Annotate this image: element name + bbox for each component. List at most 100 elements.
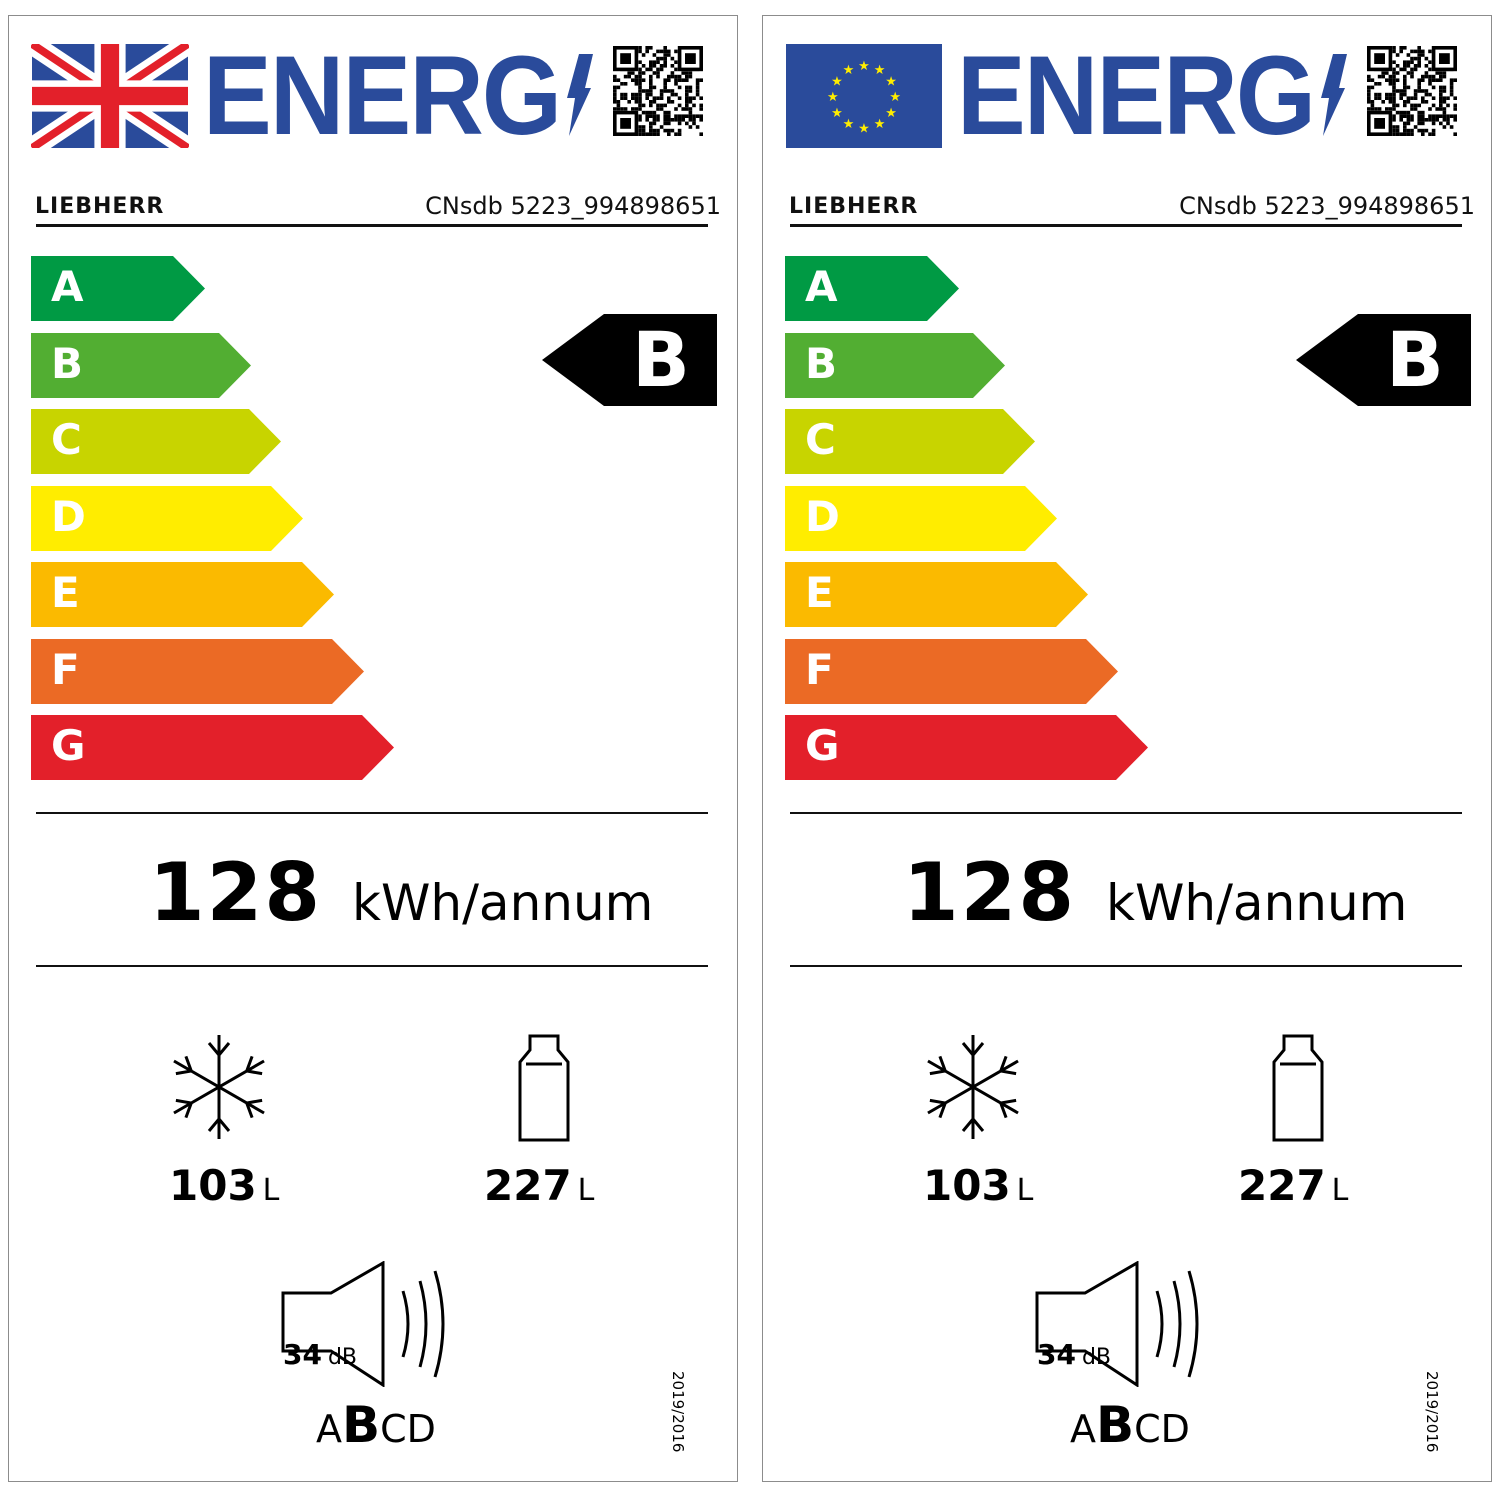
svg-text:★: ★ xyxy=(874,63,886,78)
svg-text:★: ★ xyxy=(827,90,839,105)
brand-name: LIEBHERR xyxy=(35,194,165,219)
svg-text:★: ★ xyxy=(843,117,855,132)
noise-class: A xyxy=(1070,1407,1096,1451)
fridge-volume-unit: L xyxy=(1331,1173,1349,1208)
consumption-value: 128 xyxy=(903,846,1076,939)
scale-letter: A xyxy=(51,262,84,311)
fridge-volume-value: 227 xyxy=(484,1161,572,1210)
energy-label: ENERG LIEBHERR CNsdb 5223_994898651 A B C D E F G… xyxy=(8,15,738,1482)
scale-bar-f: F xyxy=(785,638,1118,704)
scale-bar-c: C xyxy=(31,409,281,474)
scale-bar-g: G xyxy=(785,715,1148,780)
divider xyxy=(36,965,708,967)
divider xyxy=(36,224,708,227)
energy-title: ENERG xyxy=(203,33,562,158)
speaker-icon xyxy=(281,1261,445,1387)
svg-text:★: ★ xyxy=(843,63,855,78)
noise-class: A xyxy=(316,1407,342,1451)
svg-text:★: ★ xyxy=(874,117,886,132)
scale-letter: E xyxy=(51,568,80,617)
speaker-icon xyxy=(1035,1261,1199,1387)
noise-class-active: B xyxy=(1096,1396,1135,1454)
scale-bar-c: C xyxy=(785,409,1035,474)
noise-level: 34 dB xyxy=(1037,1338,1111,1371)
qr-code[interactable] xyxy=(613,46,703,136)
lightning-icon xyxy=(567,54,593,136)
scale-letter: G xyxy=(805,721,840,770)
uk-flag-icon xyxy=(31,44,189,148)
svg-text:★: ★ xyxy=(885,75,897,90)
svg-text:★: ★ xyxy=(889,90,901,105)
noise-level: 34 dB xyxy=(283,1338,357,1371)
noise-class: C xyxy=(380,1407,407,1451)
scale-letter: E xyxy=(805,568,834,617)
consumption-unit: kWh/annum xyxy=(1106,874,1408,932)
noise-unit: dB xyxy=(327,1345,358,1370)
model-number: CNsdb 5223_994898651 xyxy=(1179,192,1475,220)
noise-class-scale: ABCD xyxy=(1070,1396,1190,1454)
scale-bar-b: B xyxy=(31,332,251,398)
divider xyxy=(790,812,1462,814)
energy-consumption: 128 kWh/annum xyxy=(149,846,653,939)
scale-letter: D xyxy=(51,491,86,541)
svg-text:★: ★ xyxy=(858,121,870,136)
energy-class-arrow: B xyxy=(1296,314,1471,406)
scale-bar-e: E xyxy=(785,562,1088,627)
fridge-volume-unit: L xyxy=(577,1173,595,1208)
freezer-volume: 103 L xyxy=(169,1161,279,1210)
noise-value: 34 xyxy=(283,1338,322,1371)
fridge-bottle-icon xyxy=(518,1034,570,1142)
model-number: CNsdb 5223_994898651 xyxy=(425,192,721,220)
svg-text:★: ★ xyxy=(831,106,843,121)
freezer-volume-value: 103 xyxy=(169,1161,257,1210)
noise-class: D xyxy=(1160,1407,1190,1451)
scale-bar-a: A xyxy=(785,256,959,321)
energy-consumption: 128 kWh/annum xyxy=(903,846,1407,939)
energy-label: ★ ★ ★ ★ ★ ★ ★ ★ ★ ★ ★ ★ ENERG LIEBHERR CNsdb 5223_9948… xyxy=(762,15,1492,1482)
svg-text:★: ★ xyxy=(831,75,843,90)
energy-class: B xyxy=(632,315,690,404)
eu-flag-icon: ★ ★★★★★★★★★★★ xyxy=(786,44,942,148)
regulation-number: 2019/2016 xyxy=(669,1371,687,1453)
scale-letter: C xyxy=(805,415,836,464)
fridge-volume: 227 L xyxy=(1238,1161,1348,1210)
svg-text:★: ★ xyxy=(858,59,870,74)
scale-letter: B xyxy=(805,338,838,388)
scale-letter: F xyxy=(51,644,80,694)
snowflake-icon xyxy=(927,1035,1019,1139)
scale-bar-g: G xyxy=(31,715,394,780)
freezer-volume: 103 L xyxy=(923,1161,1033,1210)
noise-class: C xyxy=(1134,1407,1161,1451)
lightning-icon xyxy=(1321,54,1347,136)
scale-letter: G xyxy=(51,721,86,770)
fridge-volume: 227 L xyxy=(484,1161,594,1210)
noise-value: 34 xyxy=(1037,1338,1076,1371)
divider xyxy=(790,965,1462,967)
scale-bar-b: B xyxy=(785,332,1005,398)
brand-name: LIEBHERR xyxy=(789,194,919,219)
scale-bar-d: D xyxy=(785,485,1057,551)
qr-code[interactable] xyxy=(1367,46,1457,136)
scale-letter: D xyxy=(805,491,840,541)
freezer-volume-value: 103 xyxy=(923,1161,1011,1210)
scale-bar-f: F xyxy=(31,638,364,704)
consumption-value: 128 xyxy=(149,846,322,939)
noise-class-scale: ABCD xyxy=(316,1396,436,1454)
regulation-number: 2019/2016 xyxy=(1423,1371,1441,1453)
energy-class-arrow: B xyxy=(542,314,717,406)
scale-bar-a: A xyxy=(31,256,205,321)
fridge-bottle-icon xyxy=(1272,1034,1324,1142)
scale-bar-d: D xyxy=(31,485,303,551)
divider xyxy=(790,224,1462,227)
noise-unit: dB xyxy=(1081,1345,1112,1370)
scale-letter: F xyxy=(805,644,834,694)
divider xyxy=(36,812,708,814)
fridge-volume-value: 227 xyxy=(1238,1161,1326,1210)
consumption-unit: kWh/annum xyxy=(352,874,654,932)
scale-bar-e: E xyxy=(31,562,334,627)
scale-letter: C xyxy=(51,415,82,464)
svg-text:★: ★ xyxy=(885,106,897,121)
freezer-volume-unit: L xyxy=(1016,1173,1034,1208)
energy-title: ENERG xyxy=(957,33,1316,158)
freezer-volume-unit: L xyxy=(262,1173,280,1208)
